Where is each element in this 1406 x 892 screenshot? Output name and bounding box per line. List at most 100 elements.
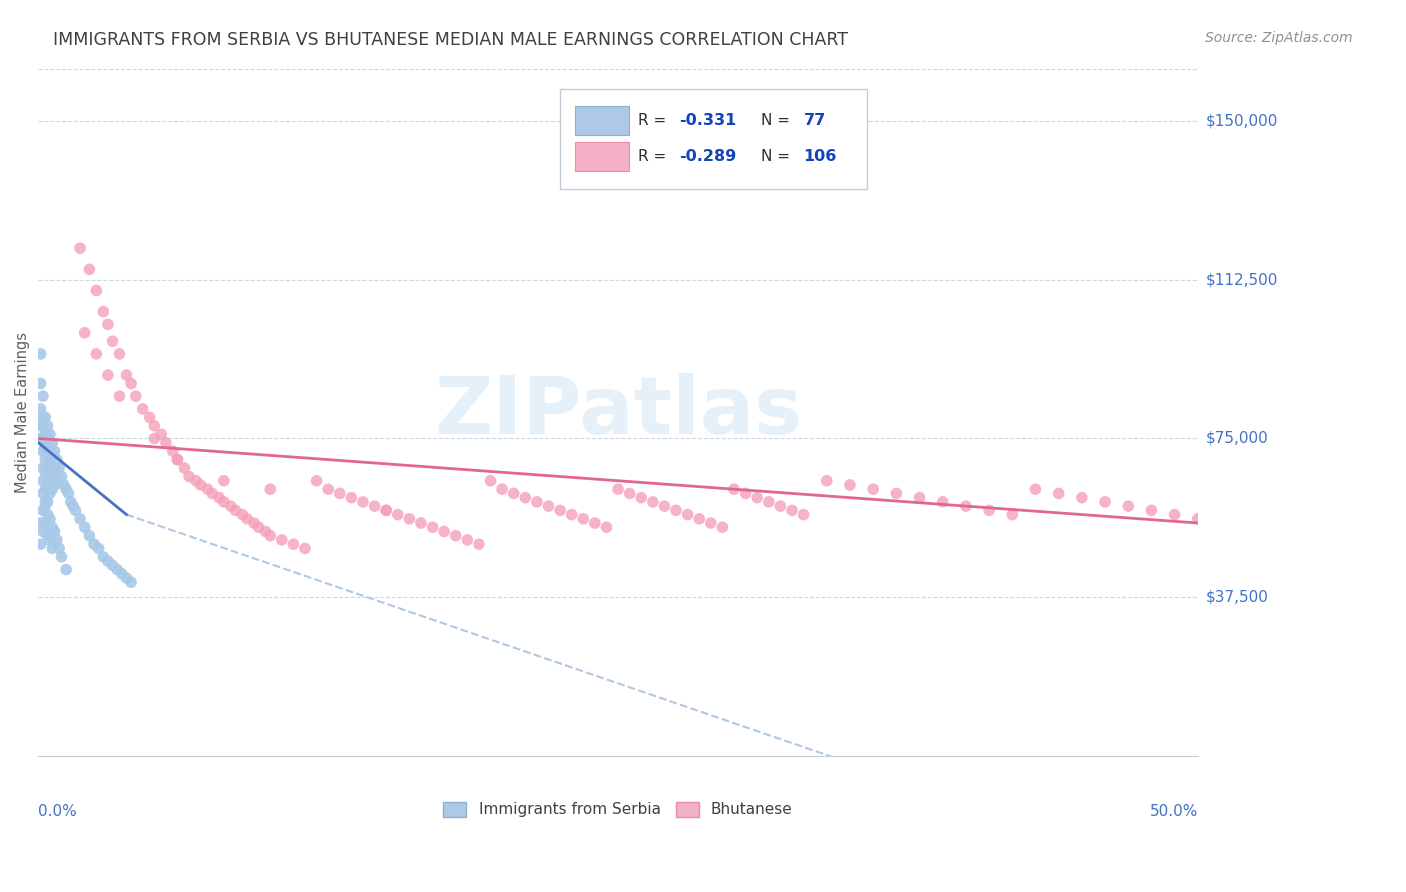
Point [34,495,56,509]
Point [607,482,630,496]
Point [747,491,769,505]
Point [79,262,101,277]
Point [32,410,55,425]
Point [30,516,52,530]
Point [39,512,62,526]
Point [212,495,235,509]
Point [30,432,52,446]
Point [270,533,292,547]
Text: -0.331: -0.331 [679,113,737,128]
Point [329,486,352,500]
Point [1187,512,1209,526]
Point [723,482,745,496]
Point [125,389,148,403]
Point [173,461,195,475]
Point [37,418,59,433]
Text: Source: ZipAtlas.com: Source: ZipAtlas.com [1205,31,1353,45]
Point [526,495,548,509]
Point [932,495,955,509]
Point [32,461,55,475]
Point [41,541,63,556]
Point [39,440,62,454]
Point [700,516,723,530]
Point [259,482,281,496]
Point [62,499,84,513]
Point [758,495,780,509]
Point [886,486,908,500]
Point [583,516,606,530]
Point [37,444,59,458]
Point [491,482,513,496]
Text: N =: N = [761,149,794,164]
Point [375,503,398,517]
Point [105,562,128,576]
Point [862,482,884,496]
FancyBboxPatch shape [560,89,868,189]
Legend: Immigrants from Serbia, Bhutanese: Immigrants from Serbia, Bhutanese [437,796,799,823]
Point [84,284,107,298]
Text: -0.289: -0.289 [679,149,737,164]
Point [87,541,110,556]
Point [1070,491,1092,505]
Point [69,512,91,526]
Point [39,452,62,467]
Point [769,499,792,513]
Point [97,318,120,332]
Point [37,508,59,522]
Point [30,537,52,551]
Point [37,478,59,492]
Point [236,512,259,526]
Point [59,495,82,509]
Point [101,334,124,349]
Point [115,571,138,585]
Point [422,520,444,534]
Point [595,520,617,534]
Point [101,558,124,573]
Point [572,512,595,526]
Point [143,418,166,433]
Point [34,410,56,425]
FancyBboxPatch shape [575,142,628,171]
Point [37,495,59,509]
Point [1094,495,1116,509]
Point [839,478,862,492]
Point [977,503,1000,517]
Point [34,427,56,442]
Point [254,524,277,539]
Point [32,486,55,500]
Point [283,537,305,551]
Point [1163,508,1185,522]
Point [363,499,385,513]
Point [69,241,91,255]
Point [32,503,55,517]
Point [45,533,67,547]
Point [44,524,66,539]
Point [166,452,188,467]
Point [561,508,583,522]
Point [51,549,73,564]
Point [665,503,688,517]
Point [184,474,207,488]
Point [305,474,328,488]
Text: R =: R = [638,149,671,164]
Point [32,418,55,433]
Point [79,529,101,543]
Point [955,499,977,513]
Point [83,537,105,551]
Point [37,461,59,475]
Point [138,410,160,425]
Point [55,562,77,576]
Point [456,533,478,547]
Text: $75,000: $75,000 [1206,431,1268,446]
Point [48,541,70,556]
Point [58,486,80,500]
Point [39,486,62,500]
Point [120,575,142,590]
Point [73,520,96,534]
Point [32,444,55,458]
Text: IMMIGRANTS FROM SERBIA VS BHUTANESE MEDIAN MALE EARNINGS CORRELATION CHART: IMMIGRANTS FROM SERBIA VS BHUTANESE MEDI… [53,31,848,49]
Point [131,401,153,416]
Point [91,304,114,318]
Point [162,444,184,458]
Point [340,491,363,505]
